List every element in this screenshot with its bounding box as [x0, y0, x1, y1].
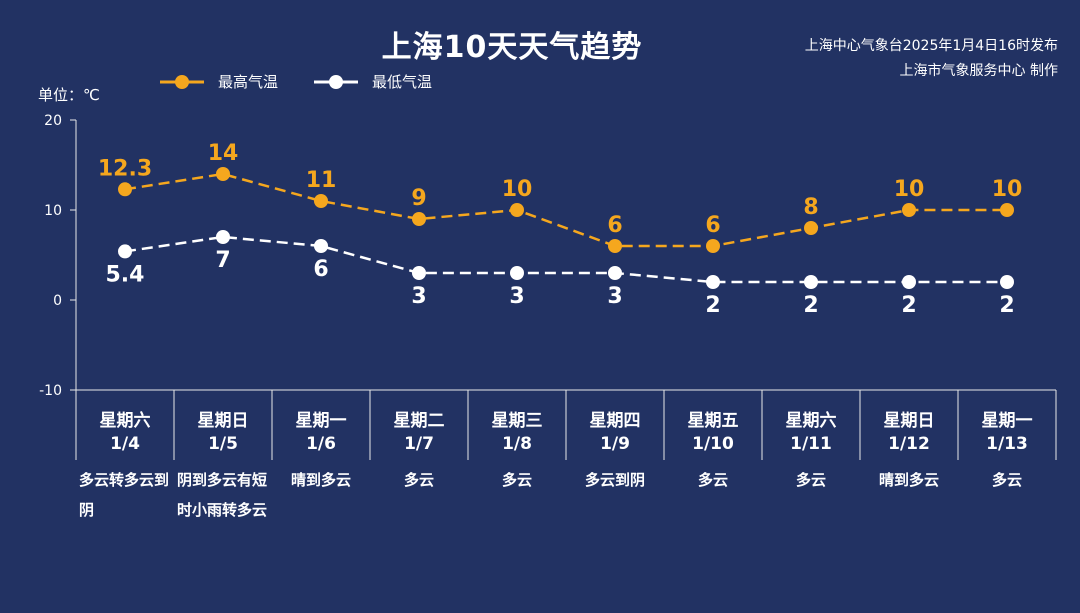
legend-item-high[interactable]: 最高气温: [160, 71, 278, 92]
weekday-label: 星期五: [687, 411, 739, 431]
weather-description: 多云到阴: [584, 471, 645, 489]
legend: 最高气温 最低气温: [160, 71, 468, 92]
data-label-high: 8: [803, 195, 818, 220]
y-tick-label: -10: [39, 383, 62, 399]
weather-description: 多云: [697, 471, 728, 489]
data-label-high: 9: [411, 186, 426, 211]
source-info: 上海中心气象台2025年1月4日16时发布 上海市气象服务中心 制作: [805, 34, 1058, 84]
data-point-low: [412, 266, 426, 280]
date-label: 1/9: [600, 434, 630, 454]
chart-title: 上海10天天气趋势: [381, 30, 643, 65]
weekday-label: 星期二: [393, 411, 445, 431]
legend-high-marker-icon: [160, 74, 204, 89]
data-point-low: [902, 275, 916, 289]
data-point-high: [706, 239, 720, 253]
data-point-low: [706, 275, 720, 289]
weather-description: 多云转多云到阴: [79, 471, 170, 519]
date-label: 1/8: [502, 434, 532, 454]
date-label: 1/11: [790, 434, 832, 454]
weather-description: 多云: [991, 471, 1022, 489]
weather-description: 多云: [501, 471, 532, 489]
series-line-low: [124, 235, 1007, 284]
date-label: 1/10: [692, 434, 734, 454]
data-point-high: [412, 212, 426, 226]
date-label: 1/5: [208, 434, 238, 454]
data-label-high: 10: [992, 177, 1023, 202]
data-point-low: [314, 239, 328, 253]
data-point-low: [608, 266, 622, 280]
date-label: 1/6: [306, 434, 336, 454]
weather-description: 晴到多云: [878, 471, 939, 489]
data-label-low: 6: [313, 257, 328, 282]
weekday-label: 星期一: [295, 411, 347, 431]
weekday-label: 星期日: [883, 411, 935, 431]
weekday-label: 星期一: [981, 411, 1033, 431]
data-point-low: [804, 275, 818, 289]
data-label-low: 3: [411, 284, 426, 309]
data-point-high: [804, 221, 818, 235]
data-point-low: [1000, 275, 1014, 289]
data-label-high: 10: [894, 177, 925, 202]
source-line-producer: 上海市气象服务中心 制作: [899, 63, 1058, 79]
date-label: 1/12: [888, 434, 930, 454]
weekday-label: 星期四: [589, 411, 641, 431]
legend-label-high: 最高气温: [218, 73, 279, 91]
date-label: 1/7: [404, 434, 434, 454]
data-point-high: [510, 203, 524, 217]
weather-description: 晴到多云: [290, 471, 351, 489]
data-point-low: [118, 244, 132, 259]
data-point-high: [608, 239, 622, 253]
data-point-high: [902, 203, 916, 217]
weather-description: 多云: [403, 471, 434, 489]
data-label-high: 6: [607, 213, 622, 238]
data-label-low: 2: [803, 293, 818, 318]
weather-description: 阴到多云有短时小雨转多云: [177, 471, 268, 519]
legend-label-low: 最低气温: [372, 73, 433, 91]
data-label-high: 6: [705, 213, 720, 238]
data-label-high: 11: [306, 168, 337, 193]
data-point-low: [216, 230, 230, 244]
data-label-low: 3: [607, 284, 622, 309]
data-label-high: 10: [502, 177, 533, 202]
data-label-low: 5.4: [106, 262, 145, 287]
weekday-label: 星期六: [99, 411, 151, 431]
data-label-low: 2: [901, 293, 916, 318]
unit-label: 单位：℃: [38, 86, 100, 104]
y-tick-label: 10: [44, 203, 62, 219]
data-label-low: 3: [509, 284, 524, 309]
data-label-low: 2: [705, 293, 720, 318]
date-label: 1/4: [110, 434, 140, 454]
data-point-low: [510, 266, 524, 280]
data-point-high: [1000, 203, 1014, 217]
legend-low-marker-icon: [314, 74, 359, 89]
weather-description: 多云: [795, 471, 826, 489]
weekday-label: 星期三: [491, 411, 543, 431]
source-line-publisher: 上海中心气象台2025年1月4日16时发布: [804, 38, 1058, 54]
weekday-label: 星期日: [197, 411, 249, 431]
data-label-high: 12.3: [98, 156, 152, 181]
data-point-high: [216, 167, 230, 181]
legend-item-low[interactable]: 最低气温: [314, 71, 432, 92]
data-label-low: 7: [215, 248, 230, 273]
data-label-low: 2: [999, 293, 1014, 318]
date-label: 1/13: [986, 434, 1028, 454]
y-tick-label: 20: [44, 113, 62, 129]
y-tick-label: 0: [53, 293, 62, 309]
data-point-high: [314, 194, 328, 208]
series-line-high: [124, 172, 1007, 248]
data-point-high: [118, 182, 132, 197]
data-label-high: 14: [208, 141, 239, 166]
weekday-label: 星期六: [785, 411, 837, 431]
